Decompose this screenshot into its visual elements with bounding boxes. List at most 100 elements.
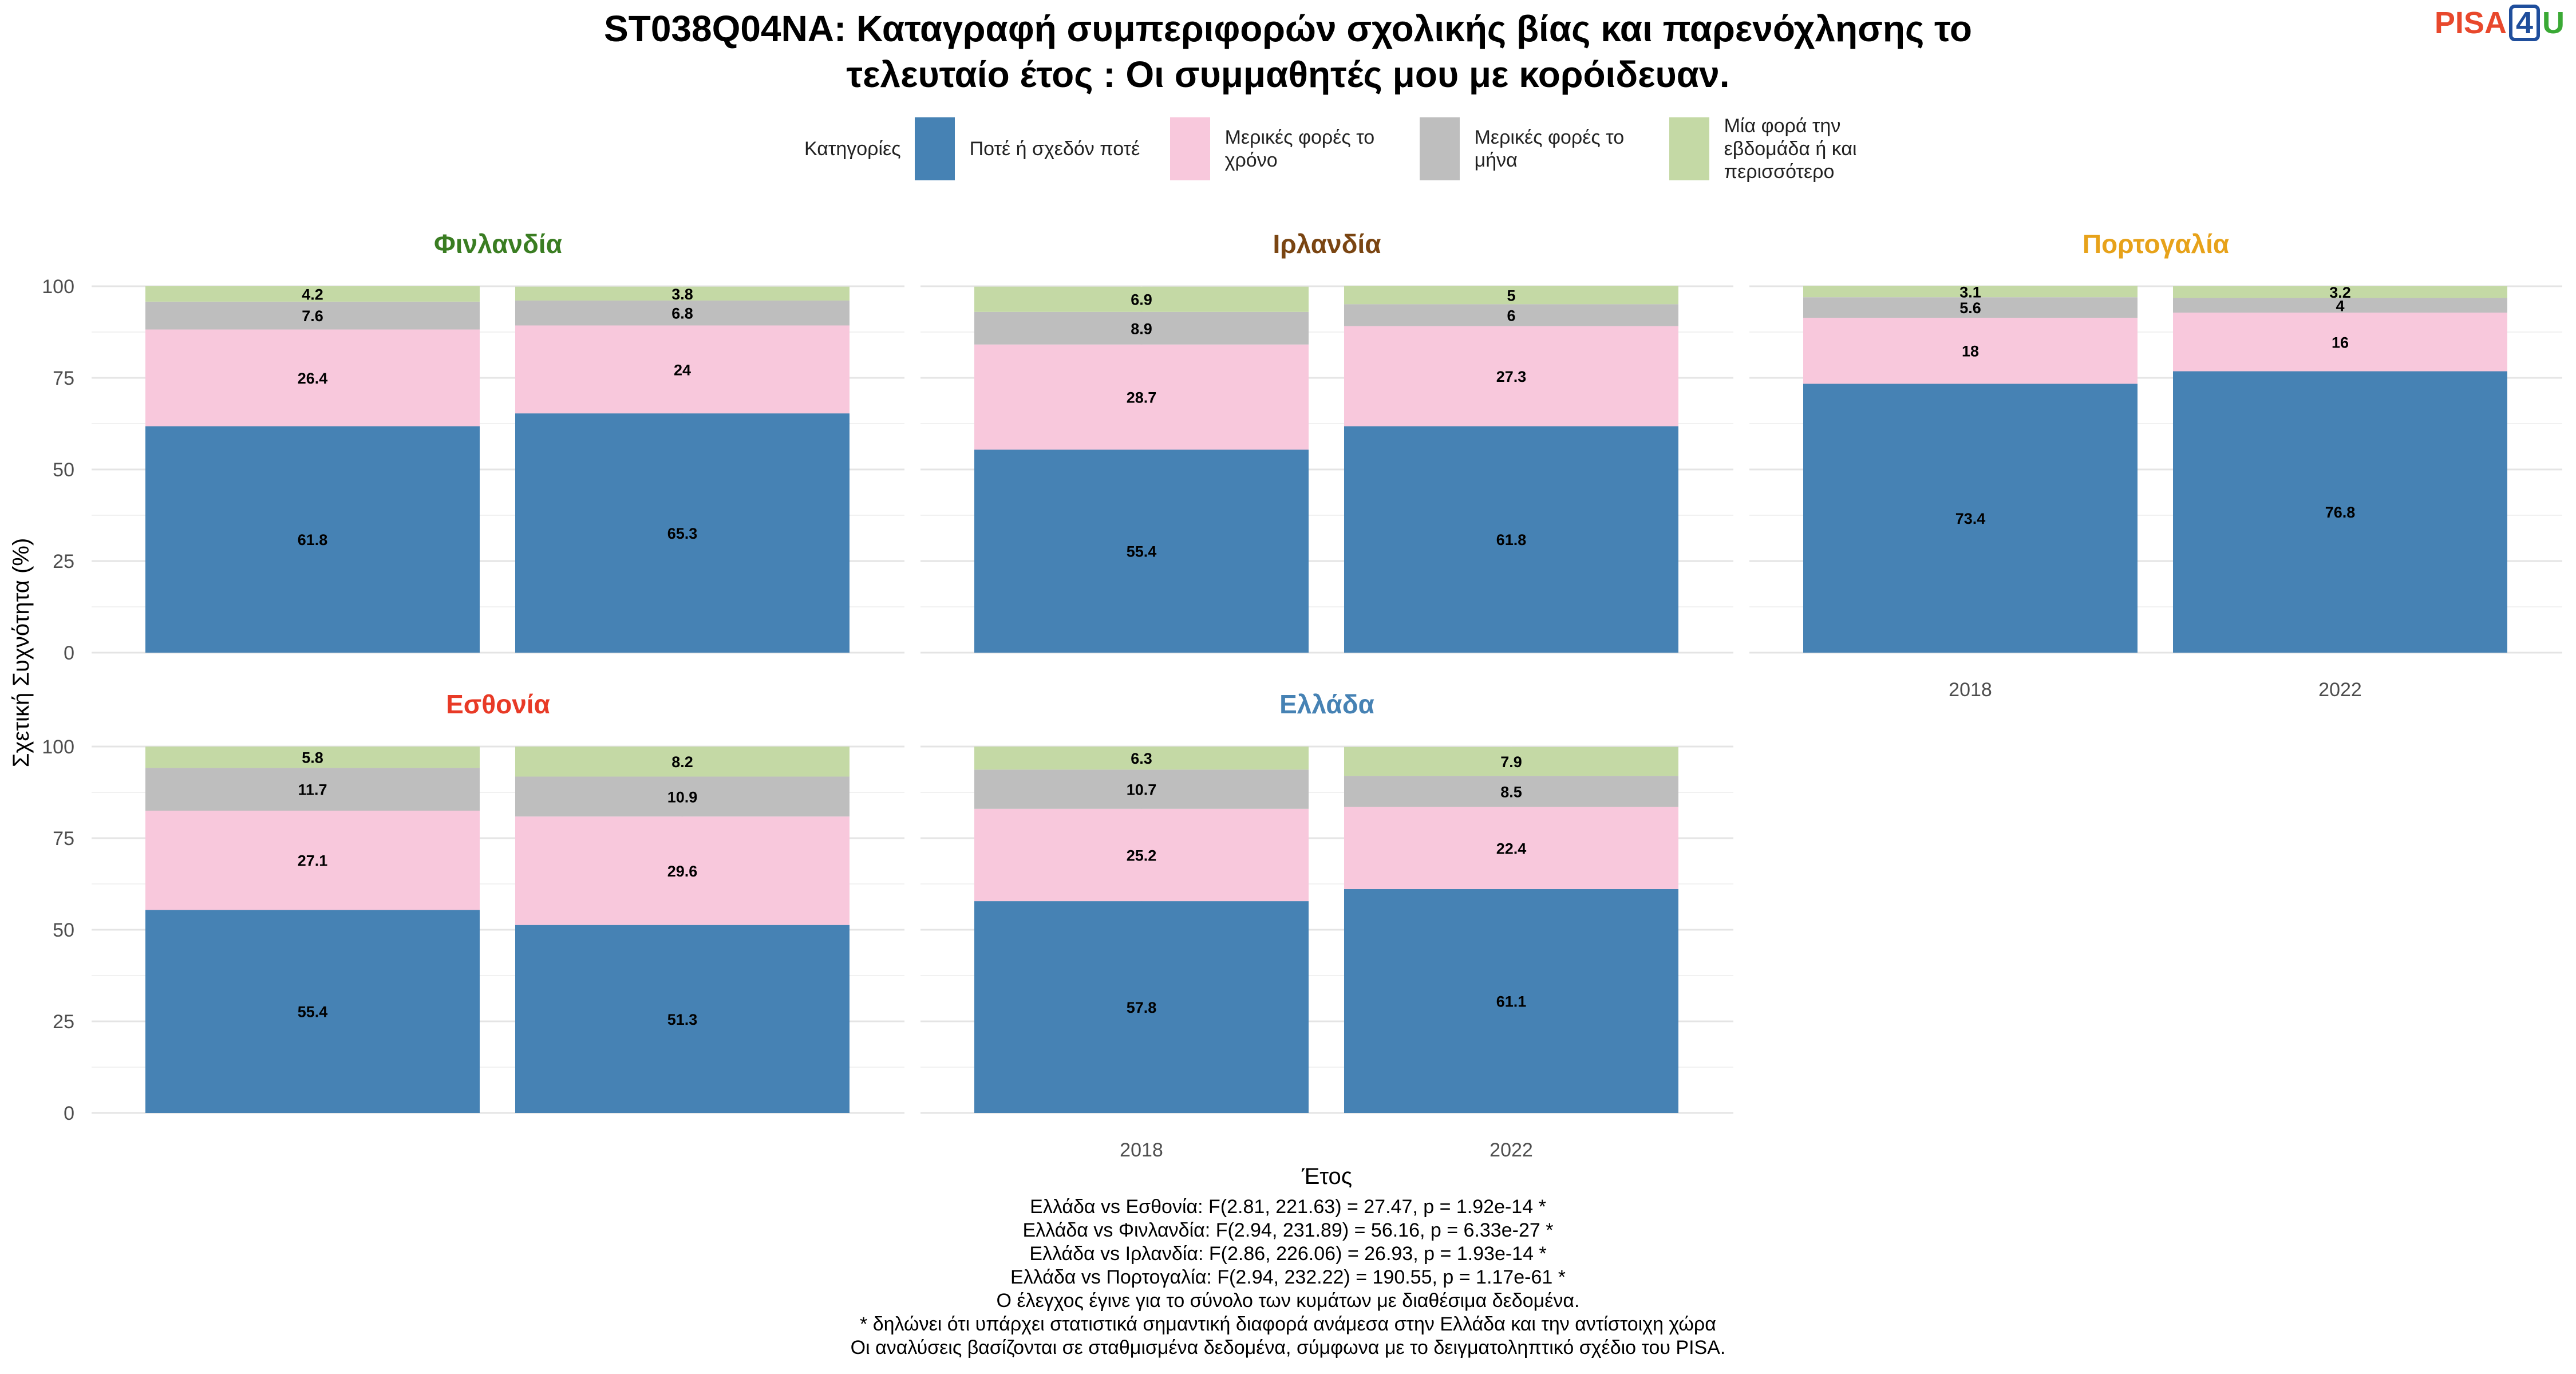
data-label: 25.2 [1127,847,1157,864]
y-tick-label: 75 [53,368,74,389]
legend-label-monthly: Μερικές φορές το μήνα [1474,127,1625,171]
legend-label-weekly: Μία φορά την εβδομάδα ή και περισσότερο [1724,115,1857,183]
data-label: 27.3 [1496,368,1527,385]
bar-segment [974,808,1309,902]
data-label: 7.6 [302,307,323,325]
bar-segment [515,747,850,777]
data-label: 65.3 [667,525,698,542]
data-label: 4 [2336,297,2344,314]
bar-segment [145,301,480,330]
bar-segment [145,910,480,1113]
data-label: 5.8 [302,749,323,767]
data-label: 73.4 [1955,510,1986,527]
bar-segment [515,816,850,925]
data-label: 10.7 [1127,781,1157,799]
bar-segment [2173,313,2507,372]
bar-segment [1803,297,2138,318]
logo-four-text: 4 [2508,5,2540,41]
bar-segment [974,747,1309,770]
pisa4u-logo: PISA 4 U [2435,5,2565,41]
data-label: 22.4 [1496,840,1527,857]
logo-pisa-text: PISA [2434,6,2507,40]
panel-title: Ελλάδα [1279,689,1374,719]
note-line: Ελλάδα vs Ιρλανδία: F(2.86, 226.06) = 26… [1029,1243,1547,1265]
panel-title: Ιρλανδία [1273,229,1381,259]
bar-segment [1803,286,2138,298]
bar-segment [974,344,1309,450]
data-label: 8.9 [1131,320,1152,337]
footnotes: Ελλάδα vs Εσθονία: F(2.81, 221.63) = 27.… [0,1195,2576,1360]
legend-label-never: Ποτέ ή σχεδόν ποτέ [969,138,1140,160]
panel-title: Πορτογαλία [2083,229,2229,259]
x-tick-label: 2018 [1120,1139,1163,1161]
y-tick-label: 25 [53,1011,74,1033]
bar-segment [974,311,1309,345]
legend-key-weekly [1669,117,1709,180]
note-line: Ελλάδα vs Φινλανδία: F(2.94, 231.89) = 5… [1022,1219,1554,1241]
bar-segment [145,811,480,910]
bar-segment [145,329,480,427]
data-label: 7.9 [1500,753,1522,771]
bar-segment [515,286,850,301]
legend-key-monthly [1419,117,1460,180]
data-label: 6 [1507,307,1515,325]
x-tick-label: 2018 [1949,679,1992,701]
bar-segment [145,768,480,811]
note-line: Ελλάδα vs Πορτογαλία: F(2.94, 232.22) = … [1010,1266,1566,1288]
bar-segment [2173,286,2507,298]
legend-title: Κατηγορίες [804,137,901,160]
data-label: 29.6 [667,863,698,880]
data-label: 5 [1507,287,1515,304]
data-label: 8.2 [671,753,693,771]
data-label: 4.2 [302,286,323,303]
note-line: Ο έλεγχος έγινε για το σύνολο των κυμάτω… [996,1290,1580,1312]
y-tick-label: 50 [53,919,74,941]
bar-segment [1803,384,2138,653]
bar-segment [515,776,850,817]
bar-segment [515,925,850,1113]
data-label: 3.8 [671,286,693,303]
y-tick-label: 100 [42,276,74,298]
data-label: 57.8 [1127,999,1157,1016]
bar-segment [1344,304,1678,326]
y-tick-label: 50 [53,459,74,481]
data-label: 28.7 [1127,389,1157,406]
bar-segment [1344,426,1678,653]
data-label: 61.8 [298,531,328,548]
bar-segment [515,413,850,653]
note-line: * δηλώνει ότι υπάρχει στατιστικά σημαντι… [860,1313,1716,1335]
data-label: 51.3 [667,1011,698,1028]
title-line-1: ST038Q04NA: Καταγραφή συμπεριφορών σχολι… [604,8,1972,49]
x-tick-label: 2022 [2318,679,2362,701]
bar-segment [974,286,1309,312]
y-tick-label: 25 [53,551,74,572]
bar-segment [1344,747,1678,776]
bar-segment [1344,889,1678,1113]
data-label: 6.3 [1131,750,1152,767]
y-axis-title: Σχετική Συχνότητα (%) [9,538,34,768]
bar-segment [974,769,1309,809]
data-label: 10.9 [667,788,698,806]
data-label: 18 [1962,343,1979,360]
data-label: 27.1 [298,852,328,870]
data-label: 6.9 [1131,291,1152,309]
legend-key-never [914,117,955,180]
bar-segment [1344,807,1678,889]
logo-u-text: U [2542,6,2565,40]
y-tick-label: 0 [64,1103,74,1124]
y-tick-label: 75 [53,828,74,850]
x-tick-label: 2022 [1490,1139,1533,1161]
bar-segment [515,300,850,326]
bar-segment [974,901,1309,1113]
data-label: 61.1 [1496,993,1527,1010]
data-label: 76.8 [2325,504,2356,521]
legend-label-yearly: Μερικές φορές το χρόνο [1224,127,1375,171]
title-line-2: τελευταίο έτος : Οι συμμαθητές μου με κο… [846,54,1730,95]
bar-segment [2173,298,2507,313]
bar-segment [145,426,480,653]
note-line: Ελλάδα vs Εσθονία: F(2.81, 221.63) = 27.… [1030,1196,1546,1218]
y-tick-label: 0 [64,642,74,664]
data-label: 3.2 [2329,284,2351,301]
data-label: 24 [674,361,691,378]
note-line: Οι αναλύσεις βασίζονται σε σταθμισμένα δ… [850,1337,1726,1359]
